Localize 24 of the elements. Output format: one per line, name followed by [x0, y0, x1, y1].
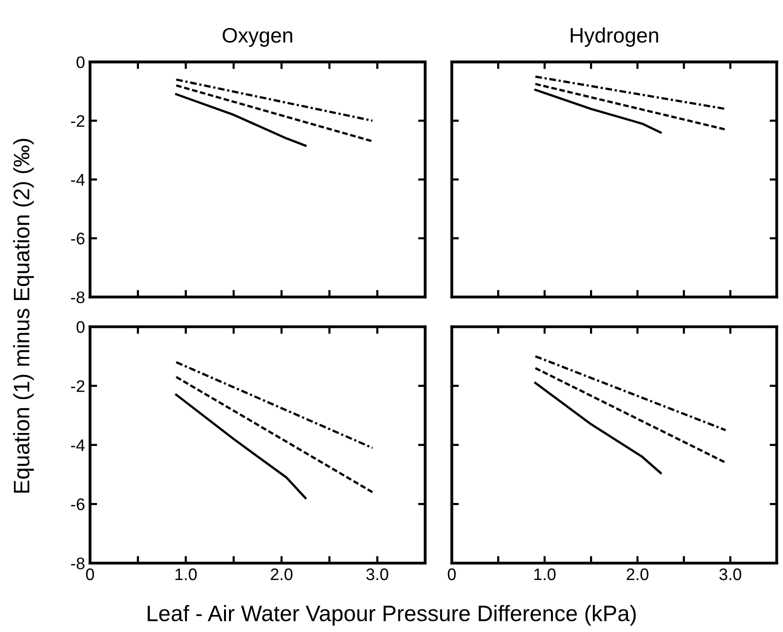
- x-tick-label: 1.0: [534, 568, 556, 580]
- x-tick-label: 3.0: [719, 568, 742, 580]
- x-tick-label: 1.0: [175, 568, 197, 580]
- y-tick-label: -6: [71, 498, 84, 510]
- y-tick-label: -8: [71, 291, 84, 304]
- y-tick-label: -2: [71, 380, 84, 392]
- line-series: [175, 394, 307, 500]
- y-tick-label: -6: [71, 232, 84, 244]
- y-tick-label: -4: [71, 440, 85, 451]
- chart-title: Oxygen: [222, 28, 292, 47]
- y-tick-label: 0: [76, 56, 85, 68]
- x-tick-label: 0: [86, 568, 94, 580]
- y-tick-label: -4: [71, 174, 85, 186]
- x-tick-label: 0: [448, 568, 456, 580]
- y-tick-label: -8: [71, 558, 84, 570]
- x-tick-label: 2.0: [270, 568, 292, 580]
- line-series: [175, 93, 307, 147]
- y-axis-title: Equation (1) minus Equation (2) (‰): [13, 138, 34, 493]
- x-tick-label: 3.0: [366, 568, 388, 580]
- y-tick-label: 0: [76, 321, 85, 333]
- y-tick-label: -2: [71, 115, 84, 127]
- chart-title: Hydrogen: [570, 27, 658, 47]
- x-tick-label: 2.0: [626, 568, 648, 580]
- x-axis-title: Leaf - Air Water Vapour Pressure Difference (kPa): [148, 604, 636, 626]
